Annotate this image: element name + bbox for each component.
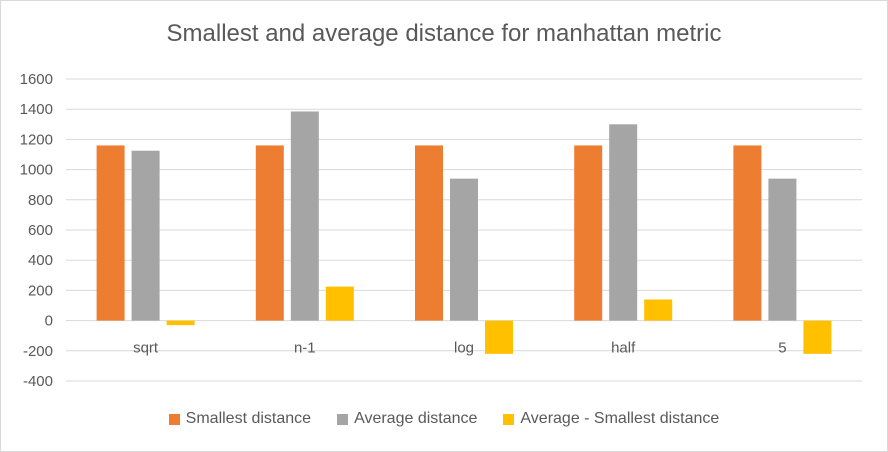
legend-item: Average - Smallest distance (503, 410, 719, 428)
legend-label: Average - Smallest distance (520, 410, 720, 427)
bar-average-distance-log (450, 178, 478, 321)
y-tick-label: -200 (23, 343, 53, 360)
bar-average-distance-sqrt (131, 150, 160, 321)
y-tick-label: 800 (28, 192, 53, 209)
bar-average-distance-5 (768, 178, 797, 321)
bar-average-smallest-distance-log (485, 320, 513, 354)
bar-average-smallest-distance-half (644, 299, 673, 321)
bar-smallest-distance-log (415, 145, 443, 321)
x-category-label: half (611, 340, 636, 357)
legend-swatch (337, 413, 349, 425)
y-tick-label: 400 (28, 252, 53, 269)
y-tick-label: 0 (45, 313, 53, 330)
x-category-label: sqrt (133, 340, 159, 357)
y-tick-label: 1200 (20, 131, 53, 148)
bar-smallest-distance-5 (733, 145, 762, 321)
legend-label: Average distance (354, 410, 478, 427)
y-tick-label: -400 (23, 373, 53, 390)
chart-title: Smallest and average distance for manhat… (166, 20, 722, 47)
x-category-label: 5 (778, 340, 786, 357)
y-tick-label: 200 (28, 282, 53, 299)
bar-average-distance-n1 (290, 111, 319, 321)
x-category-label: n-1 (294, 340, 316, 357)
bar-smallest-distance-sqrt (96, 145, 125, 321)
bar-smallest-distance-half (574, 145, 603, 321)
bar-average-distance-half (609, 124, 638, 321)
legend-item: Average distance (337, 410, 477, 428)
legend-swatch (503, 413, 515, 425)
legend-item: Smallest distance (168, 410, 312, 428)
legend-label: Smallest distance (185, 410, 312, 427)
y-tick-label: 1600 (20, 71, 53, 88)
bar-average-smallest-distance-sqrt (166, 320, 195, 326)
y-tick-label: 1000 (20, 162, 53, 179)
y-tick-label: 600 (28, 222, 53, 239)
y-tick-label: 1400 (20, 101, 53, 118)
chart-legend: Smallest distance Average distance Average… (0, 410, 888, 428)
legend-swatch (168, 413, 180, 425)
bar-average-smallest-distance-5 (803, 320, 832, 354)
bar-smallest-distance-n1 (255, 145, 284, 321)
bar-average-smallest-distance-n1 (325, 286, 354, 321)
x-category-label: log (454, 340, 474, 357)
